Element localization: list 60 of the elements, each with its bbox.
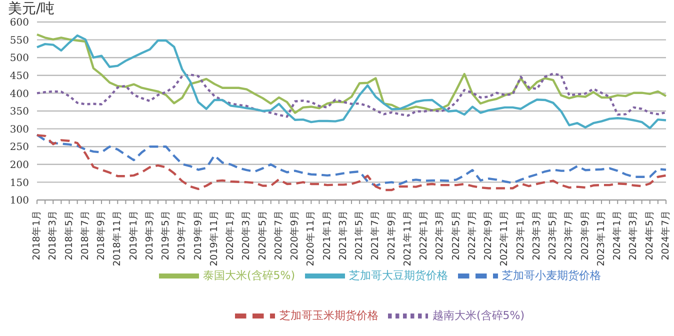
x-tick-label: 2023年7月 bbox=[562, 210, 575, 260]
x-tick-label: 2022年1月 bbox=[418, 210, 430, 260]
x-tick-label: 2022年11月 bbox=[498, 210, 510, 266]
x-tick-label: 2018年1月 bbox=[30, 210, 42, 260]
x-tick-label: 2023年5月 bbox=[546, 210, 559, 260]
x-tick-label: 2022年9月 bbox=[482, 210, 494, 260]
y-tick-label: 550 bbox=[10, 35, 29, 46]
legend-label: 泰国大米(含碎5%) bbox=[202, 269, 296, 282]
line-series bbox=[36, 34, 668, 130]
x-tick-label: 2018年9月 bbox=[95, 210, 108, 260]
legend-label: 芝加哥大豆期货价格 bbox=[349, 269, 448, 282]
x-tick-label: 2021年1月 bbox=[320, 210, 333, 260]
legend-label: 越南大米(含碎5%) bbox=[432, 309, 525, 322]
x-tick-label: 2019年7月 bbox=[176, 210, 188, 260]
y-tick-label: 400 bbox=[10, 88, 29, 100]
x-tick-label: 2022年3月 bbox=[434, 210, 446, 260]
x-tick-label: 2024年1月 bbox=[611, 210, 624, 260]
y-tick-label: 200 bbox=[10, 160, 29, 171]
x-tick-label: 2019年3月 bbox=[143, 210, 156, 260]
y-tick-label: 600 bbox=[10, 18, 29, 29]
line-series bbox=[36, 33, 668, 114]
x-tick-label: 2021年11月 bbox=[401, 210, 414, 266]
x-tick-label: 2021年9月 bbox=[385, 210, 398, 260]
x-tick-label: 2022年7月 bbox=[466, 210, 478, 260]
y-tick-label: 100 bbox=[10, 196, 29, 207]
x-tick-label: 2020年5月 bbox=[256, 210, 268, 260]
y-tick-label: 250 bbox=[10, 142, 29, 154]
legend-label: 芝加哥小麦期货价格 bbox=[502, 269, 602, 282]
x-tick-label: 2023年9月 bbox=[578, 210, 591, 260]
x-tick-label: 2020年1月 bbox=[224, 210, 236, 260]
y-tick-label: 500 bbox=[10, 53, 29, 64]
x-tick-label: 2024年7月 bbox=[660, 210, 672, 260]
x-tick-label: 2024年3月 bbox=[627, 210, 640, 260]
x-tick-label: 2019年11月 bbox=[208, 210, 220, 266]
x-tick-label: 2020年9月 bbox=[288, 210, 301, 260]
x-tick-label: 2019年5月 bbox=[160, 210, 172, 260]
x-tick-label: 2022年5月 bbox=[450, 210, 462, 260]
x-tick-label: 2018年11月 bbox=[111, 210, 124, 266]
legend-label: 芝加哥玉米期货价格 bbox=[279, 309, 378, 322]
x-tick-label: 2020年3月 bbox=[240, 210, 252, 260]
x-tick-label: 2018年3月 bbox=[46, 210, 59, 260]
x-tick-label: 2023年1月 bbox=[514, 210, 526, 260]
y-tick-label: 300 bbox=[10, 124, 29, 136]
x-tick-label: 2021年7月 bbox=[369, 210, 382, 260]
x-tick-label: 2024年5月 bbox=[643, 210, 656, 260]
x-tick-label: 2019年9月 bbox=[192, 210, 204, 260]
y-tick-label: 350 bbox=[10, 106, 29, 118]
y-tick-label: 450 bbox=[10, 70, 29, 82]
y-axis-title: 美元/吨 bbox=[8, 0, 55, 18]
x-tick-label: 2020年7月 bbox=[272, 210, 284, 260]
x-tick-label: 2019年1月 bbox=[127, 210, 140, 260]
x-tick-label: 2018年7月 bbox=[78, 210, 91, 260]
y-tick-label: 150 bbox=[10, 178, 29, 189]
x-tick-label: 2021年3月 bbox=[336, 210, 349, 260]
x-tick-label: 2020年11月 bbox=[304, 210, 317, 266]
x-tick-label: 2021年5月 bbox=[353, 210, 366, 260]
x-tick-label: 2018年5月 bbox=[62, 210, 75, 260]
line-series bbox=[36, 72, 668, 118]
x-tick-label: 2023年11月 bbox=[594, 210, 607, 266]
x-tick-label: 2023年3月 bbox=[530, 210, 542, 260]
